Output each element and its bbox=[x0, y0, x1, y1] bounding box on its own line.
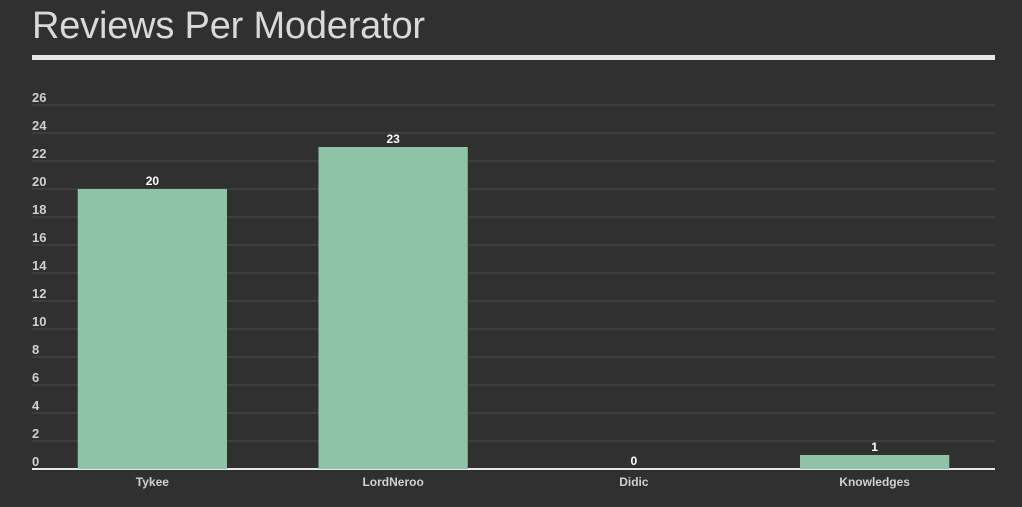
page-title: Reviews Per Moderator bbox=[32, 5, 425, 47]
title-divider bbox=[32, 55, 995, 60]
bar bbox=[318, 147, 468, 469]
x-tick-label: Tykee bbox=[136, 475, 169, 489]
y-tick-label: 20 bbox=[32, 174, 46, 189]
bar bbox=[799, 455, 950, 469]
y-tick-label: 14 bbox=[32, 258, 47, 273]
y-tick-label: 0 bbox=[32, 454, 39, 469]
y-tick-label: 10 bbox=[32, 314, 46, 329]
y-tick-label: 2 bbox=[32, 426, 39, 441]
y-tick-label: 8 bbox=[32, 342, 39, 357]
y-tick-label: 16 bbox=[32, 230, 46, 245]
y-tick-label: 6 bbox=[32, 370, 39, 385]
y-tick-label: 22 bbox=[32, 146, 46, 161]
y-tick-label: 26 bbox=[32, 90, 46, 105]
y-tick-label: 24 bbox=[32, 118, 47, 133]
y-tick-label: 4 bbox=[32, 398, 40, 413]
y-tick-label: 18 bbox=[32, 202, 46, 217]
data-label: 20 bbox=[146, 174, 160, 188]
data-label: 1 bbox=[871, 440, 878, 454]
y-tick-label: 12 bbox=[32, 286, 46, 301]
data-label: 23 bbox=[386, 132, 400, 146]
data-label: 0 bbox=[631, 454, 638, 468]
bar bbox=[77, 189, 228, 469]
x-tick-label: Didic bbox=[619, 475, 649, 489]
x-tick-label: Knowledges bbox=[839, 475, 910, 489]
x-tick-label: LordNeroo bbox=[362, 475, 423, 489]
